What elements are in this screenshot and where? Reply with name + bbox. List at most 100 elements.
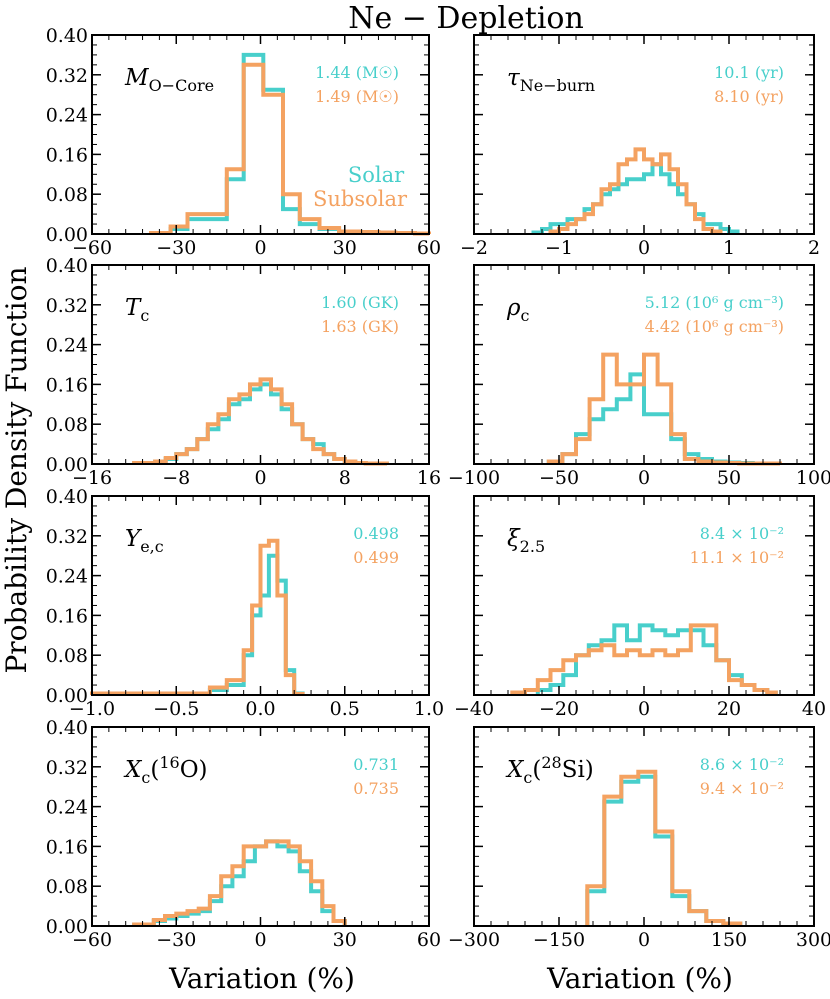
x-axis-label-left: Variation (%) bbox=[168, 962, 355, 995]
x-tick-label: 60 bbox=[417, 237, 441, 259]
y-tick-label: 0.40 bbox=[46, 255, 88, 277]
label-open-paren: ( bbox=[532, 757, 541, 783]
histogram-solar-x_si28 bbox=[585, 774, 743, 926]
y-tick-label: 0.40 bbox=[46, 25, 88, 47]
y-tick-label: 0.00 bbox=[46, 916, 88, 938]
legend-subsolar: Subsolar bbox=[313, 187, 408, 211]
panel-xi_25: −40 −20 0 20 40 ξ2.5 8.4 × 10⁻² 11.1 × 10⁻² bbox=[454, 495, 826, 720]
panel-variable-label: Ye,c bbox=[125, 526, 164, 556]
label-symbol: X bbox=[505, 757, 525, 783]
label-symbol: X bbox=[123, 757, 143, 783]
histogram-subsolar-x_si28 bbox=[585, 769, 743, 926]
label-element: Si) bbox=[562, 757, 594, 783]
solar-value: 0.731 bbox=[353, 755, 399, 774]
panel-rho_c: −100 −50 0 50 100 ρc 5.12 (10⁶ g cm⁻³) 4.42 (10… bbox=[448, 264, 830, 489]
histogram-subsolar-x_o16 bbox=[132, 839, 347, 927]
y-tick-label: 0.24 bbox=[46, 335, 88, 357]
panel-tau_neburn: −2 −1 0 1 2 τNe−burn 10.1 (yr) 8.10 (yr) bbox=[460, 34, 820, 259]
label-subscript: c bbox=[140, 306, 149, 325]
y-tick-label: 0.08 bbox=[46, 184, 88, 206]
x-tick-label: 0 bbox=[638, 698, 650, 720]
x-tick-label: 1 bbox=[723, 237, 735, 259]
histogram-subsolar-rho_c bbox=[546, 352, 782, 466]
x-tick-label: 0 bbox=[254, 237, 266, 259]
subsolar-value: 8.10 (yr) bbox=[714, 87, 784, 106]
x-tick-label: 0 bbox=[638, 237, 650, 259]
x-tick-label: 16 bbox=[417, 467, 441, 489]
x-tick-label: 100 bbox=[796, 467, 830, 489]
panel-variable-label: Tc bbox=[125, 295, 149, 325]
panel-variable-label: ρc bbox=[506, 295, 530, 325]
label-symbol: M bbox=[124, 65, 150, 91]
x-axis-label-right: Variation (%) bbox=[546, 962, 733, 995]
solar-value: 0.498 bbox=[353, 524, 399, 543]
y-tick-label: 0.32 bbox=[46, 295, 88, 317]
label-symbol: Y bbox=[125, 526, 143, 552]
panel-x_o16: 0.00 0.08 0.16 0.24 0.32 0.40 −60 −30 0 30 60 Xc(16… bbox=[46, 717, 441, 951]
y-tick-label: 0.16 bbox=[46, 374, 88, 396]
x-tick-label: −50 bbox=[539, 467, 579, 489]
subsolar-value: 1.63 (GK) bbox=[321, 317, 399, 336]
x-tick-label: −40 bbox=[454, 698, 494, 720]
label-open-paren: ( bbox=[150, 757, 159, 783]
y-tick-label: 0.08 bbox=[46, 645, 88, 667]
legend-solar: Solar bbox=[348, 163, 405, 187]
label-subscript: c bbox=[141, 768, 150, 787]
x-tick-label: −300 bbox=[448, 929, 500, 951]
solar-value: 10.1 (yr) bbox=[714, 63, 784, 82]
x-tick-label: 8 bbox=[339, 467, 351, 489]
x-tick-label: 0 bbox=[254, 929, 266, 951]
panel-variable-label: MO−Core bbox=[124, 65, 214, 95]
figure-title: Ne − Depletion bbox=[348, 1, 584, 36]
label-isotope: 16 bbox=[159, 753, 179, 772]
panel-variable-label: τNe−burn bbox=[507, 65, 595, 95]
x-tick-label: 150 bbox=[711, 929, 747, 951]
y-tick-label: 0.24 bbox=[46, 105, 88, 127]
histogram-solar-ye_c bbox=[90, 553, 305, 696]
histogram-subsolar-tau_neburn bbox=[548, 147, 723, 234]
histogram-solar-rho_c bbox=[546, 372, 782, 466]
x-tick-label: 20 bbox=[717, 698, 741, 720]
x-tick-label: 300 bbox=[796, 929, 830, 951]
label-subscript: c bbox=[523, 768, 532, 787]
solar-value: 8.6 × 10⁻² bbox=[700, 755, 784, 774]
x-tick-label: −20 bbox=[539, 698, 579, 720]
x-tick-label: 0 bbox=[254, 467, 266, 489]
x-tick-label: −60 bbox=[72, 237, 112, 259]
x-tick-label: 30 bbox=[333, 237, 357, 259]
histogram-subsolar-t_c bbox=[132, 377, 389, 466]
label-subscript: 2.5 bbox=[520, 537, 545, 556]
y-tick-label: 0.08 bbox=[46, 414, 88, 436]
label-symbol: ξ bbox=[507, 526, 521, 552]
histogram-solar-t_c bbox=[132, 382, 389, 466]
y-tick-label: 0.24 bbox=[46, 566, 88, 588]
x-tick-label: 50 bbox=[717, 467, 741, 489]
solar-value: 5.12 (10⁶ g cm⁻³) bbox=[645, 293, 784, 312]
label-symbol: ρ bbox=[506, 295, 521, 321]
y-tick-label: 0.24 bbox=[46, 797, 88, 819]
x-tick-label: −8 bbox=[162, 467, 190, 489]
x-tick-label: 0 bbox=[638, 929, 650, 951]
label-symbol: τ bbox=[507, 65, 521, 91]
y-tick-label: 0.00 bbox=[46, 454, 88, 476]
subsolar-value: 0.499 bbox=[353, 548, 399, 567]
panel-x_si28: −300 −150 0 150 300 Xc(28Si) 8.6 × 10⁻² 9.4 × 1… bbox=[448, 726, 830, 951]
x-tick-label: 60 bbox=[417, 929, 441, 951]
label-subscript: O−Core bbox=[149, 76, 215, 95]
y-tick-label: 0.16 bbox=[46, 144, 88, 166]
x-tick-label: 40 bbox=[802, 698, 826, 720]
y-tick-label: 0.32 bbox=[46, 757, 88, 779]
subsolar-value: 9.4 × 10⁻² bbox=[700, 779, 784, 798]
subsolar-value: 11.1 × 10⁻² bbox=[690, 548, 784, 567]
x-tick-label: −60 bbox=[72, 929, 112, 951]
x-tick-label: −2 bbox=[460, 237, 488, 259]
y-tick-label: 0.16 bbox=[46, 836, 88, 858]
label-subscript: c bbox=[521, 306, 530, 325]
y-tick-label: 0.32 bbox=[46, 526, 88, 548]
subsolar-value: 1.49 (M☉) bbox=[315, 87, 399, 106]
x-tick-label: −1.0 bbox=[69, 698, 115, 720]
label-subscript: Ne−burn bbox=[520, 76, 595, 95]
panel-m_ocore: 0.00 0.08 0.16 0.24 0.32 0.40 −60 −30 0 30 60 MO−Co… bbox=[46, 25, 441, 259]
solar-value: 1.44 (M☉) bbox=[315, 63, 399, 82]
histogram-subsolar-ye_c bbox=[90, 538, 305, 696]
